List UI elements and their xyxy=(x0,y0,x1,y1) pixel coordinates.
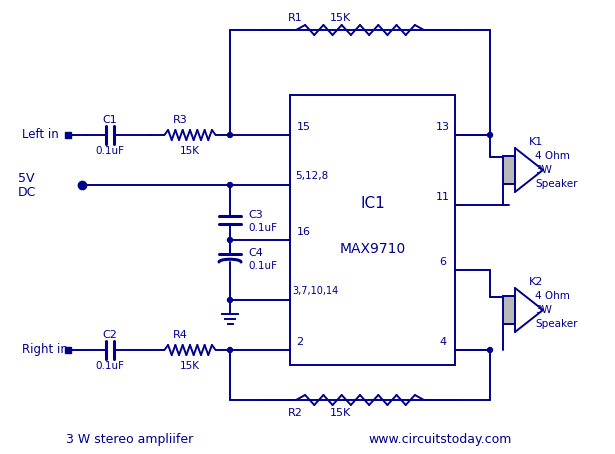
Circle shape xyxy=(228,347,232,352)
Circle shape xyxy=(228,297,232,302)
Text: 6: 6 xyxy=(440,257,446,267)
Text: 3 W stereo ampliifer: 3 W stereo ampliifer xyxy=(66,434,194,446)
Circle shape xyxy=(488,347,493,352)
Text: K1: K1 xyxy=(529,137,543,147)
Text: 11: 11 xyxy=(436,192,450,202)
Text: 0.1uF: 0.1uF xyxy=(95,361,124,371)
Circle shape xyxy=(488,133,493,138)
Text: 0.1uF: 0.1uF xyxy=(248,261,277,271)
Text: 4 Ohm: 4 Ohm xyxy=(535,151,570,161)
Text: www.circuitstoday.com: www.circuitstoday.com xyxy=(368,434,512,446)
Text: 15K: 15K xyxy=(180,361,200,371)
Text: Left in: Left in xyxy=(22,128,59,142)
Text: C1: C1 xyxy=(103,115,117,125)
Text: 4 Ohm: 4 Ohm xyxy=(535,291,570,301)
Text: 3W: 3W xyxy=(535,165,552,175)
Text: 0.1uF: 0.1uF xyxy=(95,146,124,156)
Text: R4: R4 xyxy=(173,330,188,340)
Text: 3W: 3W xyxy=(535,305,552,315)
Text: 3,7,10,14: 3,7,10,14 xyxy=(292,286,338,296)
Text: Speaker: Speaker xyxy=(535,179,577,189)
Text: 15K: 15K xyxy=(330,13,351,23)
Text: C3: C3 xyxy=(248,210,263,220)
Circle shape xyxy=(228,237,232,242)
Text: Right in: Right in xyxy=(22,344,68,356)
Text: 13: 13 xyxy=(436,122,450,132)
Text: R3: R3 xyxy=(173,115,188,125)
Text: MAX9710: MAX9710 xyxy=(339,242,406,256)
Bar xyxy=(290,95,455,365)
Text: 5,12,8: 5,12,8 xyxy=(295,171,328,181)
Text: 5V: 5V xyxy=(18,173,34,186)
Text: 4: 4 xyxy=(440,337,446,347)
Text: 16: 16 xyxy=(297,227,311,237)
Bar xyxy=(503,156,515,184)
Bar xyxy=(503,296,515,324)
Text: DC: DC xyxy=(18,187,36,199)
Text: 2: 2 xyxy=(296,337,304,347)
Text: R2: R2 xyxy=(288,408,303,418)
Text: C2: C2 xyxy=(103,330,117,340)
Circle shape xyxy=(228,183,232,188)
Text: C4: C4 xyxy=(248,248,263,258)
Text: 15K: 15K xyxy=(180,146,200,156)
Text: 0.1uF: 0.1uF xyxy=(248,223,277,233)
Text: IC1: IC1 xyxy=(360,196,385,211)
Text: R1: R1 xyxy=(288,13,303,23)
Circle shape xyxy=(228,133,232,138)
Text: 15: 15 xyxy=(297,122,311,132)
Text: Speaker: Speaker xyxy=(535,319,577,329)
Text: K2: K2 xyxy=(529,277,544,287)
Text: 15K: 15K xyxy=(330,408,351,418)
